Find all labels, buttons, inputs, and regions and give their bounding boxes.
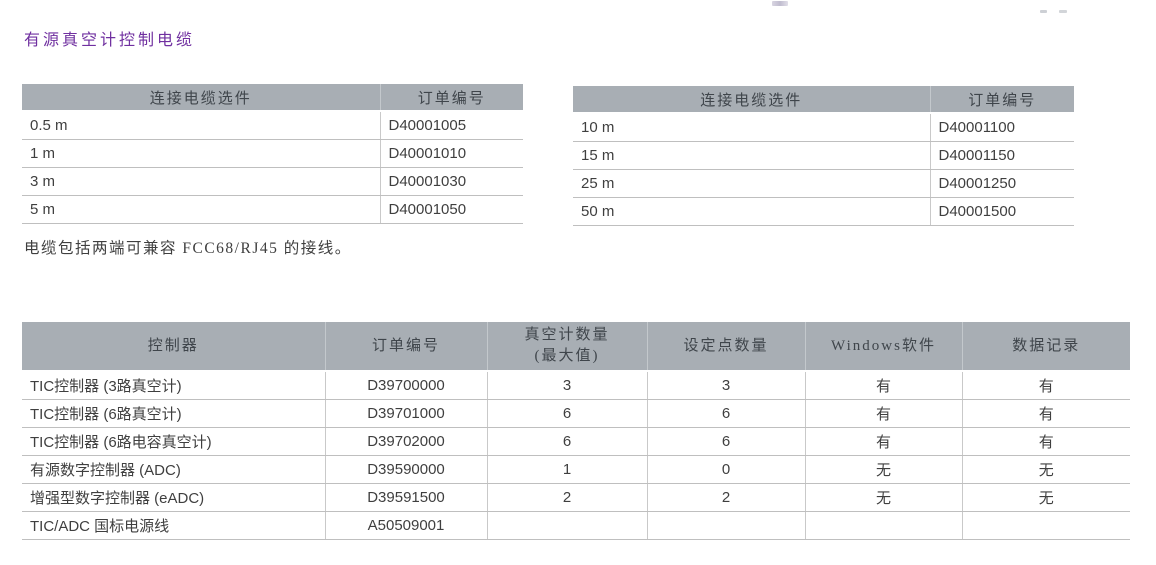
table-cell: D40001030: [379, 167, 523, 196]
table-row: 3 m D40001030: [22, 167, 523, 196]
clipped-text-artifact: [1040, 10, 1047, 13]
cable-table-left: 连接电缆选件 订单编号 0.5 m D40001005 1 m D40001010 3 …: [22, 84, 523, 224]
table-cell: 无: [804, 455, 962, 484]
table-cell: D40001010: [379, 139, 523, 168]
table-cell: 有: [804, 427, 962, 456]
cable-table-right: 连接电缆选件 订单编号 10 m D40001100 15 m D40001150 25…: [573, 86, 1074, 226]
table-cell: 6: [486, 427, 647, 456]
table-cell: 25 m: [573, 169, 930, 198]
table-cell: 无: [961, 483, 1130, 512]
table-row: 25 m D40001250: [573, 169, 1074, 198]
table-cell: [486, 511, 647, 540]
column-header-windows-software: Windows软件: [804, 322, 962, 372]
table-cell: 1: [486, 455, 647, 484]
header-row: 控制器 订单编号 真空计数量 (最大值) 设定点数量 Windows软件 数据记…: [22, 322, 1130, 372]
header-row: 连接电缆选件 订单编号: [573, 86, 1074, 114]
table-cell: 有: [961, 399, 1130, 428]
table-cell: 2: [486, 483, 647, 512]
table-row: 10 m D40001100: [573, 113, 1074, 142]
table-row: TIC控制器 (6路真空计) D39701000 6 6 有有: [22, 399, 1130, 428]
table-cell: 3 m: [22, 167, 380, 196]
table-cell: 6: [486, 399, 647, 428]
table-row: TIC控制器 (6路电容真空计) D39702000 6 6 有有: [22, 427, 1130, 456]
table-cell: TIC控制器 (3路真空计): [22, 371, 325, 400]
table-cell: 有: [961, 371, 1130, 400]
table-cell: 有源数字控制器 (ADC): [22, 455, 325, 484]
column-header-controller: 控制器: [22, 322, 325, 372]
table-cell: D39590000: [324, 455, 487, 484]
table-row: 有源数字控制器 (ADC) D39590000 1 0 无无: [22, 455, 1130, 484]
clipped-text-artifact: [1059, 10, 1067, 13]
table-cell: D39701000: [324, 399, 487, 428]
table-row: TIC/ADC 国标电源线 A50509001: [22, 511, 1130, 540]
table-cell: 6: [646, 427, 805, 456]
table-cell: 5 m: [22, 195, 380, 224]
table-cell: 1 m: [22, 139, 380, 168]
column-header-setpoint-count: 设定点数量: [646, 322, 805, 372]
table-cell: TIC控制器 (6路电容真空计): [22, 427, 325, 456]
table-cell: 0.5 m: [22, 111, 380, 140]
table-cell: TIC控制器 (6路真空计): [22, 399, 325, 428]
table-cell: D39591500: [324, 483, 487, 512]
column-header-order-number: 订单编号: [324, 322, 487, 372]
table-cell: 有: [804, 371, 962, 400]
column-header-order-number: 订单编号: [929, 86, 1074, 114]
table-cell: A50509001: [324, 511, 487, 540]
table-row: 1 m D40001010: [22, 139, 523, 168]
table-cell: 15 m: [573, 141, 930, 170]
table-cell: D40001005: [379, 111, 523, 140]
table-cell: D40001150: [929, 141, 1074, 170]
column-header-gauge-count: 真空计数量 (最大值): [486, 322, 647, 372]
table-row: 15 m D40001150: [573, 141, 1074, 170]
table-row: 0.5 m D40001005: [22, 111, 523, 140]
column-header-cable-option: 连接电缆选件: [573, 86, 930, 114]
table-cell: 无: [804, 483, 962, 512]
note-text: 电缆包括两端可兼容 FCC68/RJ45 的接线。: [24, 240, 352, 257]
table-cell: 无: [961, 455, 1130, 484]
header-row: 连接电缆选件 订单编号: [22, 84, 523, 112]
table-cell: 有: [961, 427, 1130, 456]
table-cell: 2: [646, 483, 805, 512]
clipped-text-artifact: [772, 1, 788, 6]
table-cell: 3: [486, 371, 647, 400]
table-cell: 10 m: [573, 113, 930, 142]
page-title: 有源真空计控制电缆: [24, 32, 196, 49]
table-cell: D40001100: [929, 113, 1074, 142]
table-cell: D40001250: [929, 169, 1074, 198]
table-cell: [961, 511, 1130, 540]
table-cell: D40001050: [379, 195, 523, 224]
table-cell: [646, 511, 805, 540]
column-header-order-number: 订单编号: [379, 84, 523, 112]
table-row: 5 m D40001050: [22, 195, 523, 224]
table-cell: 6: [646, 399, 805, 428]
table-cell: D40001500: [929, 197, 1074, 226]
table-cell: TIC/ADC 国标电源线: [22, 511, 325, 540]
table-cell: [804, 511, 962, 540]
table-cell: 3: [646, 371, 805, 400]
table-cell: D39702000: [324, 427, 487, 456]
column-header-cable-option: 连接电缆选件: [22, 84, 380, 112]
table-row: 增强型数字控制器 (eADC) D39591500 2 2 无无: [22, 483, 1130, 512]
table-cell: 增强型数字控制器 (eADC): [22, 483, 325, 512]
controller-table: 控制器 订单编号 真空计数量 (最大值) 设定点数量 Windows软件 数据记…: [22, 322, 1130, 540]
table-cell: D39700000: [324, 371, 487, 400]
table-cell: 0: [646, 455, 805, 484]
table-cell: 有: [804, 399, 962, 428]
table-cell: 50 m: [573, 197, 930, 226]
table-row: TIC控制器 (3路真空计) D39700000 3 3 有有: [22, 371, 1130, 400]
column-header-data-logging: 数据记录: [961, 322, 1130, 372]
table-row: 50 m D40001500: [573, 197, 1074, 226]
